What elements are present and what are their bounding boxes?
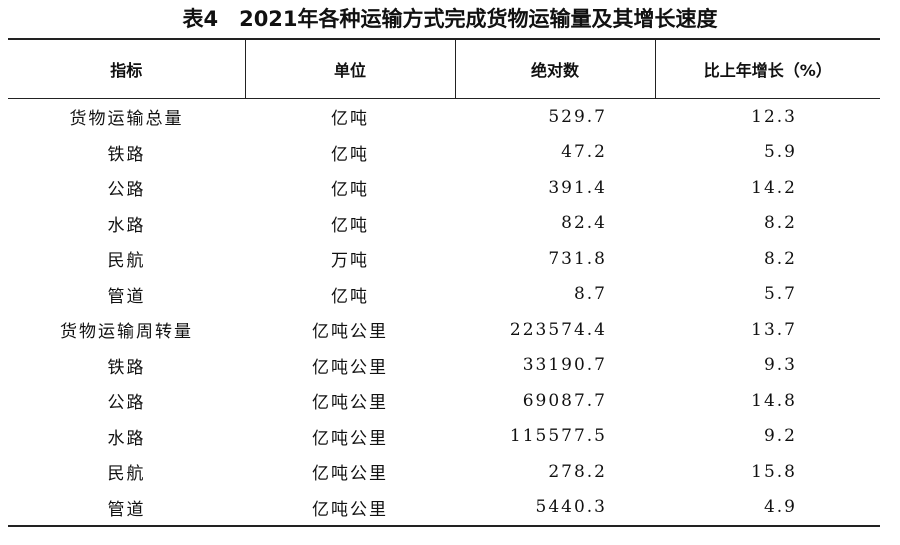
- table-cell: 4.9: [763, 497, 797, 518]
- table-row: 公路 亿吨 391.4 14.2: [8, 170, 880, 206]
- table-title: 表4 2021年各种运输方式完成货物运输量及其增长速度: [182, 7, 718, 31]
- table-cell: 9.2: [763, 426, 797, 447]
- table-cell: 亿吨公里: [312, 357, 388, 378]
- table-cell: 8.2: [763, 248, 797, 269]
- header-row: 指标 单位 绝对数 比上年增长（%）: [8, 39, 880, 99]
- table-cell: 223574.4: [509, 319, 607, 340]
- table-cell: 水路: [107, 215, 146, 236]
- table-cell: 公路: [107, 393, 146, 414]
- table-cell: 115577.5: [509, 426, 607, 447]
- table-cell: 管道: [107, 499, 146, 520]
- table-cell: 47.2: [561, 142, 607, 163]
- table-cell: 529.7: [548, 106, 607, 127]
- table-cell: 民航: [107, 251, 146, 272]
- table-cell: 731.8: [548, 248, 607, 269]
- table-row: 铁路 亿吨 47.2 5.9: [8, 135, 880, 171]
- table-cell: 14.2: [751, 177, 797, 198]
- table-cell: 民航: [107, 464, 146, 485]
- table-cell: 391.4: [548, 177, 607, 198]
- table-cell: 铁路: [107, 144, 146, 165]
- header-cell: 指标: [8, 39, 245, 99]
- table-body: 货物运输总量 亿吨 529.7 12.3 铁路 亿吨 47.2 5.9 公路 亿吨 391.4 14.…: [8, 99, 880, 527]
- table-cell: 亿吨: [331, 180, 369, 201]
- header-cell: 单位: [244, 39, 455, 99]
- header-cell: 绝对数: [454, 39, 655, 99]
- table-cell: 亿吨: [331, 286, 369, 307]
- table-row: 公路 亿吨公里 69087.7 14.8: [8, 383, 880, 419]
- table-cell: 69087.7: [522, 390, 607, 411]
- table-cell: 亿吨: [331, 144, 369, 165]
- table-cell: 铁路: [107, 357, 146, 378]
- table-cell: 278.2: [548, 461, 607, 482]
- table-row: 水路 亿吨 82.4 8.2: [8, 206, 880, 242]
- table-row: 管道 亿吨 8.7 5.7: [8, 277, 880, 313]
- table-row: 管道 亿吨公里 5440.3 4.9: [8, 490, 880, 527]
- table-cell: 5440.3: [535, 497, 607, 518]
- table-cell: 公路: [107, 180, 146, 201]
- table-cell: 亿吨公里: [312, 322, 388, 343]
- table-cell: 13.7: [751, 319, 797, 340]
- table-row: 水路 亿吨公里 115577.5 9.2: [8, 419, 880, 455]
- table-cell: 5.7: [763, 284, 797, 305]
- table-cell: 8.2: [763, 213, 797, 234]
- table-cell: 货物运输总量: [69, 109, 184, 130]
- table-cell: 亿吨公里: [312, 393, 388, 414]
- table-cell: 货物运输周转量: [60, 322, 193, 343]
- table-cell: 14.8: [751, 390, 797, 411]
- table-cell: 9.3: [763, 355, 797, 376]
- table-cell: 管道: [107, 286, 146, 307]
- header-cell: 比上年增长（%）: [654, 39, 880, 99]
- table-cell: 亿吨: [331, 215, 369, 236]
- table-cell: 亿吨: [331, 109, 369, 130]
- table-cell: 12.3: [751, 106, 797, 127]
- table-row: 货物运输总量 亿吨 529.7 12.3: [8, 99, 880, 135]
- data-table: 指标 单位 绝对数 比上年增长（%） 货物运输总量 亿吨 529.7 12.3 铁路 亿吨 47.…: [8, 38, 880, 527]
- table-cell: 亿吨公里: [312, 428, 388, 449]
- table-row: 民航 万吨 731.8 8.2: [8, 241, 880, 277]
- table-cell: 8.7: [573, 284, 607, 305]
- table-cell: 水路: [107, 428, 146, 449]
- table-cell: 亿吨公里: [312, 499, 388, 520]
- table-cell: 万吨: [331, 251, 369, 272]
- table-cell: 15.8: [751, 461, 797, 482]
- table-row: 货物运输周转量 亿吨公里 223574.4 13.7: [8, 312, 880, 348]
- table-cell: 5.9: [763, 142, 797, 163]
- table-cell: 33190.7: [522, 355, 607, 376]
- table-row: 民航 亿吨公里 278.2 15.8: [8, 454, 880, 490]
- table-cell: 82.4: [561, 213, 607, 234]
- table-row: 铁路 亿吨公里 33190.7 9.3: [8, 348, 880, 384]
- table-cell: 亿吨公里: [312, 464, 388, 485]
